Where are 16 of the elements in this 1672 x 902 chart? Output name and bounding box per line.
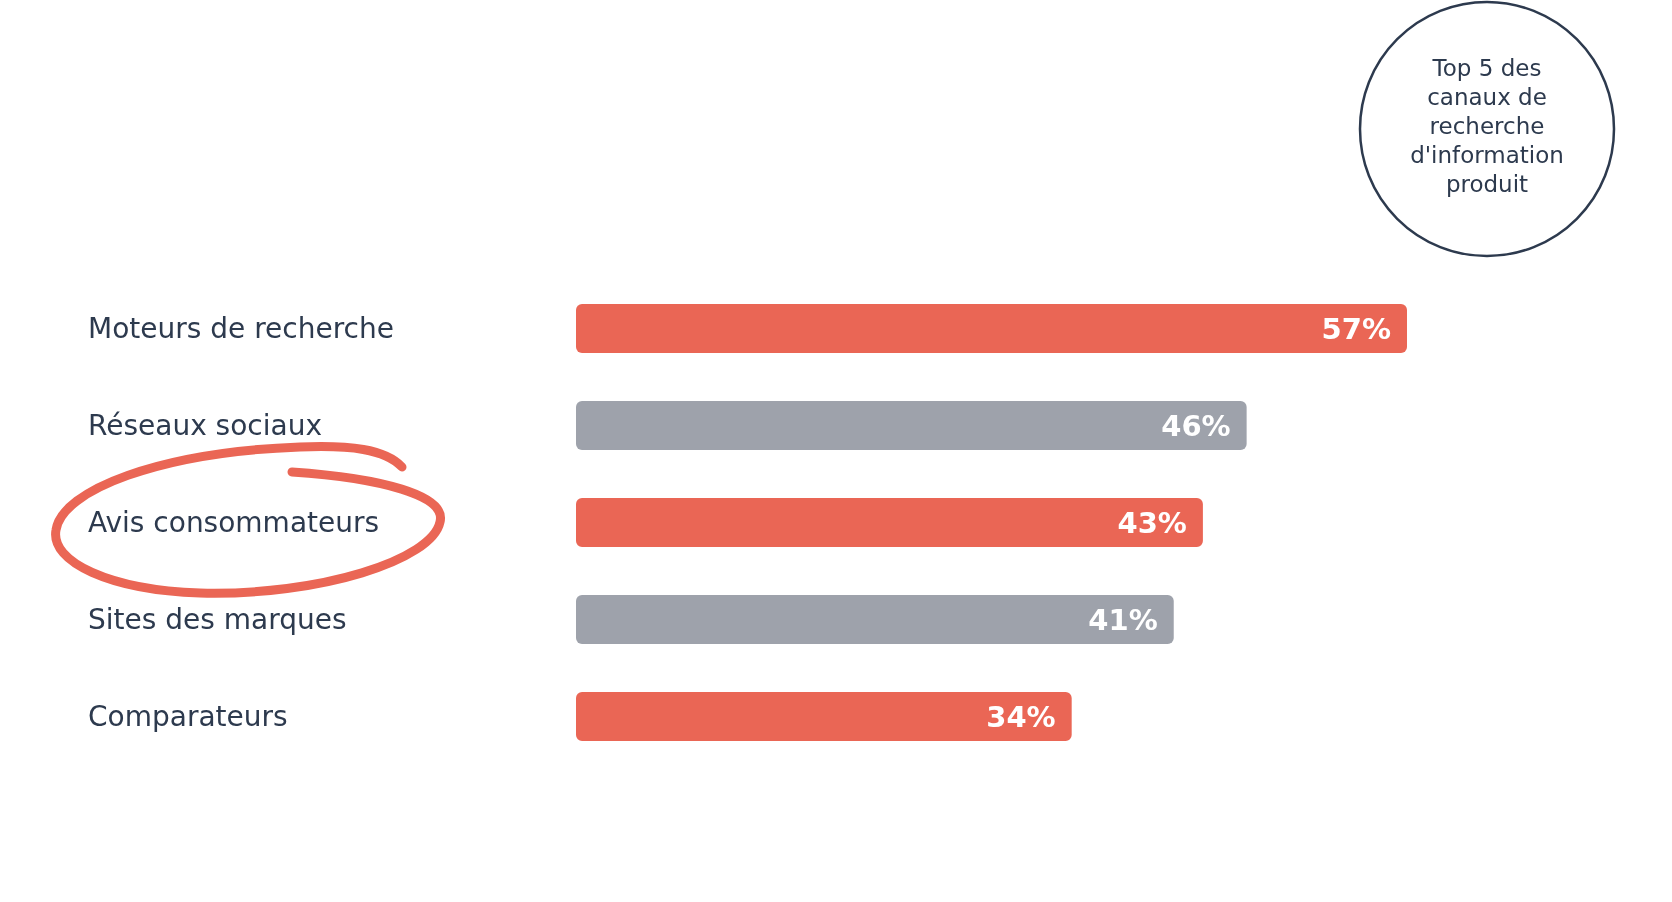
bar bbox=[576, 595, 1174, 644]
data-label: 57% bbox=[1321, 311, 1391, 346]
data-label: 41% bbox=[1088, 602, 1158, 637]
y-tick-label: Réseaux sociaux bbox=[88, 409, 322, 443]
y-tick-label: Sites des marques bbox=[88, 603, 347, 637]
bar bbox=[576, 692, 1072, 741]
bar bbox=[576, 498, 1203, 547]
data-label: 34% bbox=[986, 699, 1056, 734]
data-label: 43% bbox=[1117, 505, 1187, 540]
y-tick-label: Comparateurs bbox=[88, 700, 288, 734]
y-tick-label: Moteurs de recherche bbox=[88, 312, 394, 346]
bar bbox=[576, 401, 1247, 450]
y-tick-label: Avis consommateurs bbox=[88, 506, 380, 540]
text: Top 5 des canaux de recherche d'information produit bbox=[1409, 54, 1565, 199]
data-label: 46% bbox=[1161, 408, 1231, 443]
bar bbox=[576, 304, 1407, 353]
